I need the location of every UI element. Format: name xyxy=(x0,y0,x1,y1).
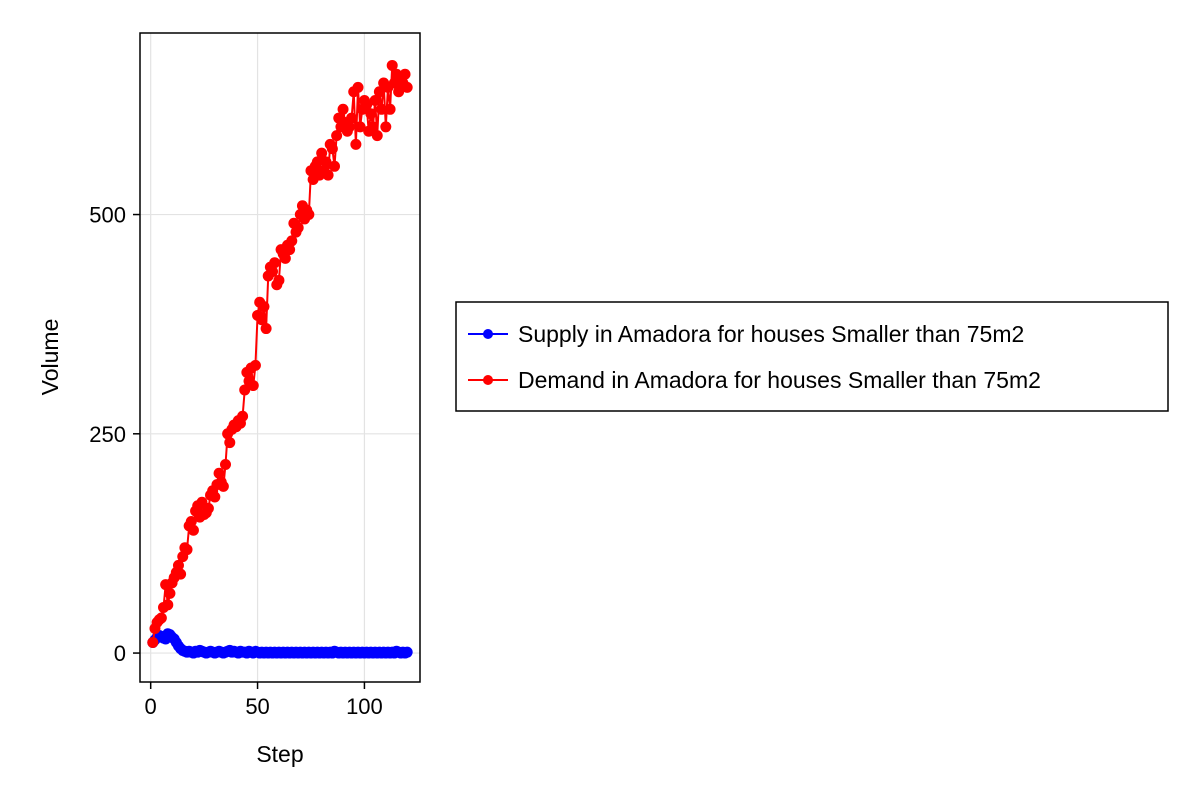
data-point xyxy=(202,502,214,514)
data-point xyxy=(303,209,315,221)
series-demand xyxy=(147,59,413,649)
data-point xyxy=(237,410,249,422)
series-line-1 xyxy=(151,64,409,643)
legend-label-supply: Supply in Amadora for houses Smaller tha… xyxy=(518,321,1024,347)
data-point xyxy=(322,169,334,181)
data-point xyxy=(352,81,364,93)
data-point xyxy=(311,156,323,168)
data-point xyxy=(373,86,385,98)
data-point xyxy=(267,266,279,278)
data-point xyxy=(172,559,184,571)
data-point xyxy=(393,86,405,98)
y-tick-label: 0 xyxy=(114,641,126,666)
data-point xyxy=(316,147,328,159)
data-point xyxy=(273,274,285,286)
legend-label-demand: Demand in Amadora for houses Smaller tha… xyxy=(518,367,1041,393)
data-point xyxy=(175,568,187,580)
legend-entry-demand: Demand in Amadora for houses Smaller tha… xyxy=(468,367,1041,393)
x-tick-label: 50 xyxy=(245,694,269,719)
data-point xyxy=(399,68,411,80)
data-point xyxy=(239,384,251,396)
data-point xyxy=(384,103,396,115)
data-point xyxy=(354,121,366,133)
data-point xyxy=(286,235,298,247)
x-tick-label: 0 xyxy=(145,694,157,719)
data-point xyxy=(164,587,176,599)
data-point xyxy=(346,112,358,124)
data-point xyxy=(371,130,383,142)
data-point xyxy=(369,95,381,107)
y-tick-label: 250 xyxy=(89,422,126,447)
data-point xyxy=(380,121,392,133)
data-point xyxy=(220,459,231,470)
data-point xyxy=(331,130,343,142)
data-point xyxy=(147,637,159,649)
x-axis-label: Step xyxy=(256,741,303,767)
data-point xyxy=(155,612,167,624)
legend-entry-supply: Supply in Amadora for houses Smaller tha… xyxy=(468,321,1024,347)
y-axis-label: Volume xyxy=(37,319,63,396)
data-point xyxy=(361,99,373,111)
data-point xyxy=(343,121,355,133)
data-point xyxy=(209,491,221,503)
data-point xyxy=(269,257,281,269)
data-point xyxy=(162,599,174,611)
data-point xyxy=(260,323,272,335)
y-axis: 0 250 500 xyxy=(89,203,140,666)
data-point xyxy=(320,156,332,168)
data-point xyxy=(185,516,197,527)
data-point xyxy=(279,252,291,264)
data-point xyxy=(367,121,379,133)
data-point xyxy=(376,103,388,115)
data-point xyxy=(292,222,304,234)
legend-swatch-marker-demand xyxy=(483,375,493,385)
data-point xyxy=(249,359,261,371)
data-point xyxy=(187,524,199,536)
data-point xyxy=(329,160,340,172)
data-point xyxy=(258,301,270,313)
data-point xyxy=(256,314,268,326)
data-point xyxy=(247,380,259,392)
data-point xyxy=(326,143,338,155)
legend-swatch-marker-supply xyxy=(483,329,493,339)
data-point xyxy=(224,437,236,449)
data-point xyxy=(284,244,296,256)
x-tick-label: 100 xyxy=(346,694,383,719)
series-supply xyxy=(147,628,413,659)
y-tick-label: 500 xyxy=(89,203,126,228)
data-point xyxy=(386,59,398,71)
grid xyxy=(140,33,420,682)
data-point xyxy=(181,544,193,556)
x-axis: 0 50 100 xyxy=(145,682,383,719)
data-point xyxy=(337,103,349,115)
legend: Supply in Amadora for houses Smaller tha… xyxy=(455,301,1169,412)
data-point xyxy=(350,138,362,150)
data-point xyxy=(401,646,413,658)
data-point xyxy=(365,108,377,120)
legend-box xyxy=(455,301,1169,412)
data-point xyxy=(401,81,413,93)
data-point xyxy=(213,467,225,479)
plot-frame xyxy=(139,32,421,683)
data-point xyxy=(217,480,229,492)
